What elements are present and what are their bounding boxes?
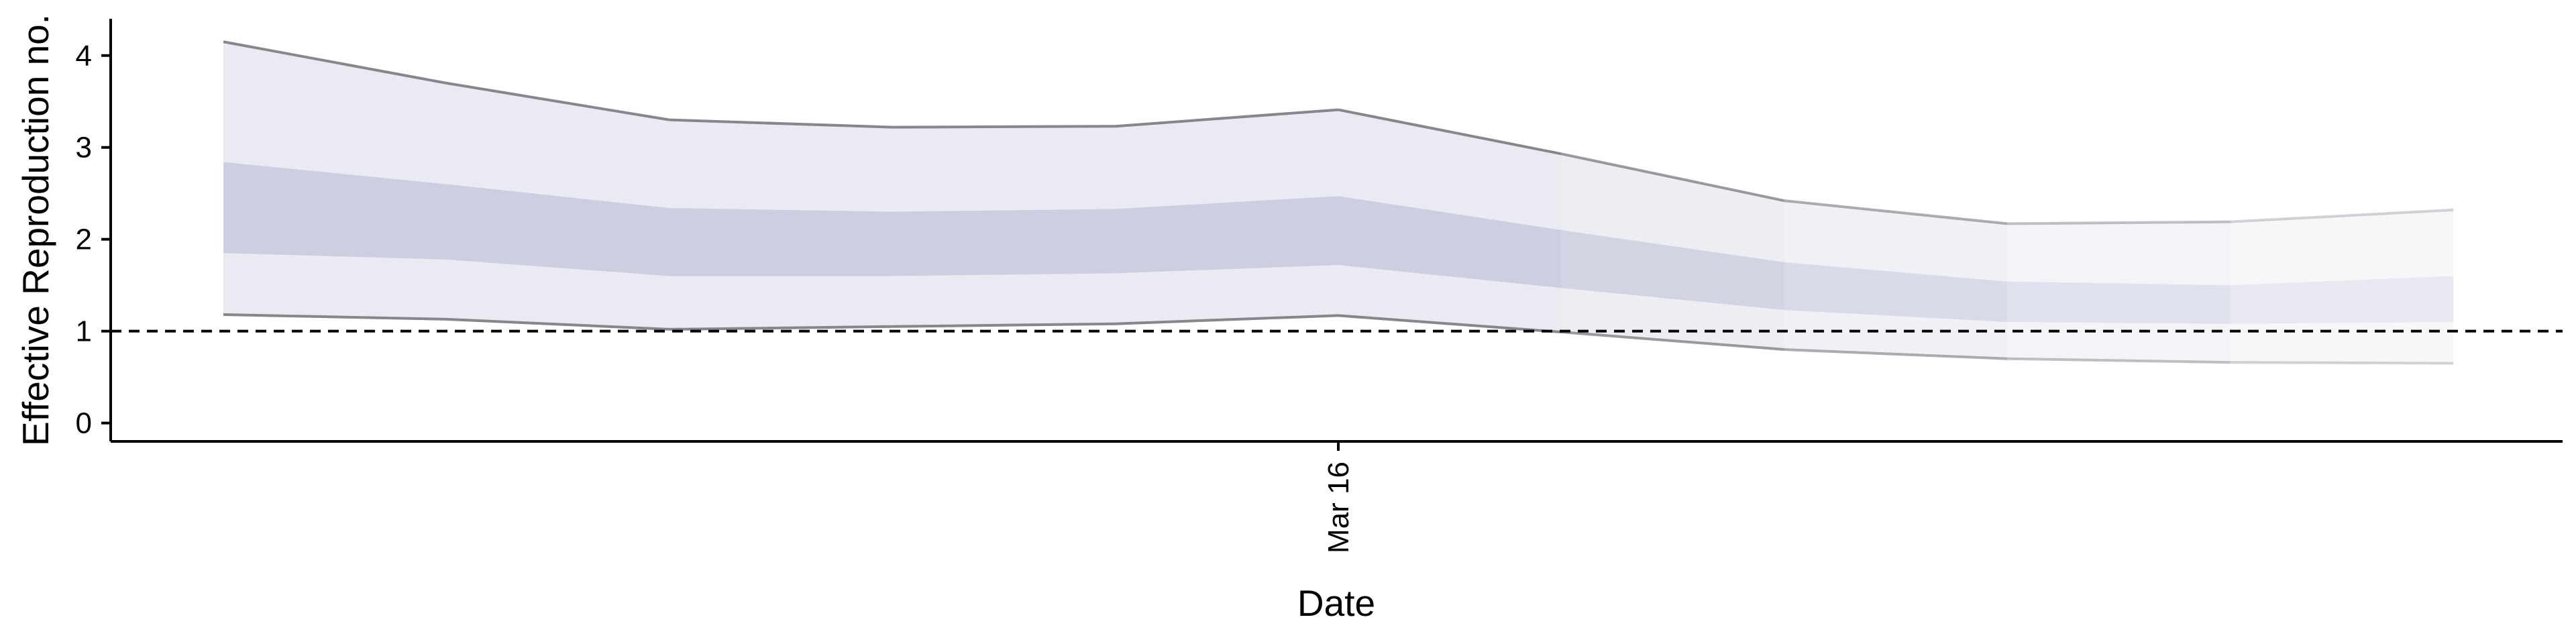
lower-bound-line-segment	[1115, 314, 1339, 325]
y-axis-ticks: 0 1 2 3 4	[76, 40, 111, 440]
outer-band-segment	[2230, 209, 2453, 364]
lower-bound-line-segment	[446, 317, 669, 331]
inner-band-segment	[2007, 281, 2231, 324]
upper-bound-line-segment	[223, 40, 447, 85]
inner-band-segment	[1338, 196, 1562, 288]
inner-band-segment	[892, 209, 1116, 276]
upper-bound-line-segment	[1560, 152, 1785, 203]
inner-band-segment	[446, 184, 669, 276]
lower-bound-line-segment	[2007, 357, 2231, 364]
upper-bound-line-segment	[1115, 108, 1339, 128]
y-tick-label: 0	[76, 407, 92, 440]
x-axis-title: Date	[1297, 582, 1375, 624]
lower-bound-line-segment	[1561, 331, 1784, 352]
lower-bound-line-segment	[1784, 348, 2008, 360]
lower-bound-line-segment	[2230, 361, 2454, 365]
y-tick-label: 3	[76, 131, 92, 164]
lower-bound-line-segment	[669, 325, 893, 331]
upper-bound-line-segment	[669, 118, 893, 129]
upper-bound-line-segment	[2007, 220, 2231, 225]
interval-outlines	[223, 40, 2454, 365]
credible-interval-bands	[223, 42, 2453, 364]
y-axis-title: Effective Reproduction no.	[15, 14, 56, 446]
inner-band-segment	[1561, 230, 1784, 311]
x-tick-label: Mar 16	[1322, 462, 1355, 553]
lower-bound-line-segment	[1338, 314, 1562, 334]
inner-band-segment	[1115, 196, 1338, 274]
x-axis-ticks: Mar 16	[1322, 441, 1355, 553]
upper-bound-line-segment	[1338, 108, 1562, 156]
inner-band-segment	[669, 208, 893, 276]
y-tick-label: 4	[76, 40, 92, 72]
upper-bound-line-segment	[446, 81, 670, 121]
lower-bound-line-segment	[892, 322, 1116, 328]
inner-band-segment	[2230, 276, 2453, 324]
outer-band-segment	[2007, 221, 2231, 363]
upper-bound-line-segment	[2230, 208, 2454, 223]
upper-bound-line-segment	[892, 125, 1116, 129]
lower-bound-line-segment	[223, 313, 447, 321]
y-tick-label: 2	[76, 223, 92, 256]
inner-band-segment	[1784, 262, 2008, 322]
inner-band-segment	[223, 162, 447, 260]
y-tick-label: 1	[76, 315, 92, 348]
upper-bound-line-segment	[1784, 199, 2008, 225]
